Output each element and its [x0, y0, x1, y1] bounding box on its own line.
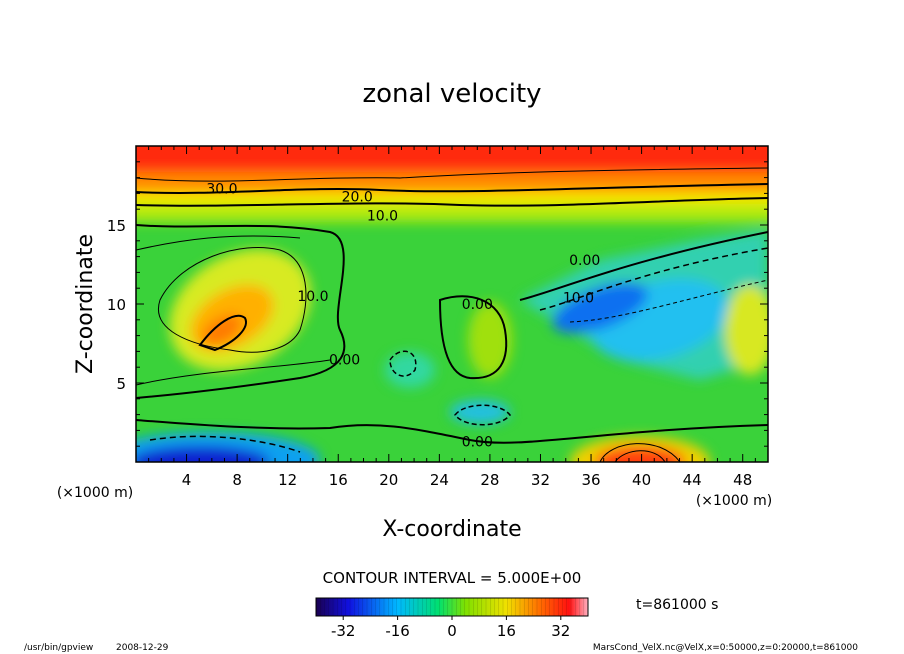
y-tick-label: 15 — [107, 217, 126, 235]
contour-label: 0.00 — [329, 352, 360, 368]
x-tick-label: 8 — [232, 471, 242, 489]
contour-label: 30.0 — [206, 182, 237, 198]
contour-label: 0.00 — [569, 253, 600, 269]
time-label: t=861000 s — [636, 597, 718, 613]
contour-label: 10.0 — [563, 291, 594, 307]
colorbar-tick-label: -16 — [385, 622, 410, 640]
contour-label: 10.0 — [367, 209, 398, 225]
x-tick-label: 4 — [182, 471, 192, 489]
colorbar-tick-label: -32 — [331, 622, 356, 640]
contour-label: 20.0 — [342, 190, 373, 206]
contour-label: 0.00 — [462, 434, 493, 450]
contour-label: 10.0 — [297, 289, 328, 305]
footer-program: /usr/bin/gpview — [24, 643, 93, 653]
x-tick-label: 28 — [480, 471, 499, 489]
x-tick-label: 40 — [632, 471, 651, 489]
plot-area: 30.0 20.0 10.0 0.00 10.0 10.0 0.00 0.00 0.00 — [136, 146, 768, 462]
x-tick-label: 32 — [531, 471, 550, 489]
colorbar-tick-label: 16 — [497, 622, 516, 640]
y-axis-unit: (×1000 m) — [57, 485, 133, 501]
y-axis-label: Z-coordinate — [73, 234, 98, 374]
footer-source: MarsCond_VelX.nc@VelX,x=0:50000,z=0:2000… — [593, 643, 858, 653]
colorbar-tick-label: 32 — [551, 622, 570, 640]
x-tick-label: 48 — [733, 471, 752, 489]
colorbar-tick-label: 0 — [447, 622, 457, 640]
x-axis-label: X-coordinate — [382, 517, 521, 542]
chart-title: zonal velocity — [362, 79, 541, 109]
y-tick-label: 10 — [107, 296, 126, 314]
x-tick-label: 16 — [329, 471, 348, 489]
contour-interval: CONTOUR INTERVAL = 5.000E+00 — [323, 569, 582, 587]
x-tick-label: 36 — [581, 471, 600, 489]
x-tick-label: 44 — [683, 471, 702, 489]
contour-label: 0.00 — [462, 297, 493, 313]
x-tick-label: 20 — [379, 471, 398, 489]
x-tick-label: 12 — [278, 471, 297, 489]
y-tick-label: 5 — [116, 375, 126, 393]
x-axis-unit: (×1000 m) — [696, 493, 772, 509]
x-tick-label: 24 — [430, 471, 449, 489]
footer-date: 2008-12-29 — [116, 643, 169, 653]
